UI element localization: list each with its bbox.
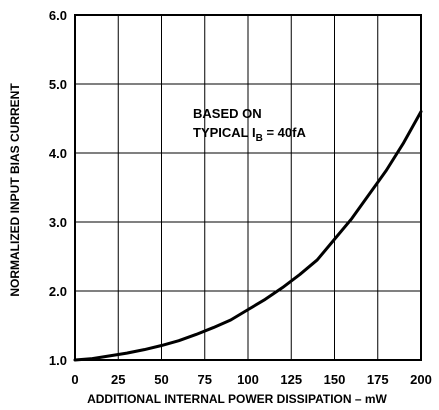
annotation-line-2-suffix: = 40fA xyxy=(263,125,307,140)
annotation-line-2-prefix: TYPICAL I xyxy=(193,125,256,140)
y-tick-label-5: 6.0 xyxy=(49,8,67,23)
y-tick-label-4: 5.0 xyxy=(49,77,67,92)
x-tick-label-5: 125 xyxy=(280,372,302,387)
y-tick-label-0: 1.0 xyxy=(49,353,67,368)
annotation-line-1: BASED ON xyxy=(193,106,262,121)
x-tick-label-0: 0 xyxy=(71,372,78,387)
y-tick-label-2: 3.0 xyxy=(49,215,67,230)
annotation-line-2-subscript: B xyxy=(256,133,263,144)
y-axis-label: NORMALIZED INPUT BIAS CURRENT xyxy=(8,83,22,297)
y-tick-labels: 1.0 2.0 3.0 4.0 5.0 6.0 xyxy=(49,8,67,368)
series-group xyxy=(73,110,423,362)
plot-frame xyxy=(74,14,422,361)
x-tick-labels: 0 25 50 75 100 125 150 175 200 xyxy=(71,372,431,387)
x-tick-label-3: 75 xyxy=(198,372,212,387)
x-tick-label-7: 175 xyxy=(367,372,389,387)
x-tick-label-4: 100 xyxy=(237,372,259,387)
y-tick-label-1: 2.0 xyxy=(49,284,67,299)
grid xyxy=(74,14,422,361)
annotation-line-2: TYPICAL IB = 40fA xyxy=(193,125,306,144)
x-tick-label-6: 150 xyxy=(324,372,346,387)
y-tick-label-3: 4.0 xyxy=(49,146,67,161)
x-axis-label: ADDITIONAL INTERNAL POWER DISSIPATION – … xyxy=(87,392,387,406)
x-tick-label-2: 50 xyxy=(154,372,168,387)
x-tick-label-8: 200 xyxy=(410,372,432,387)
series-line-0 xyxy=(73,110,423,362)
x-tick-label-1: 25 xyxy=(111,372,125,387)
